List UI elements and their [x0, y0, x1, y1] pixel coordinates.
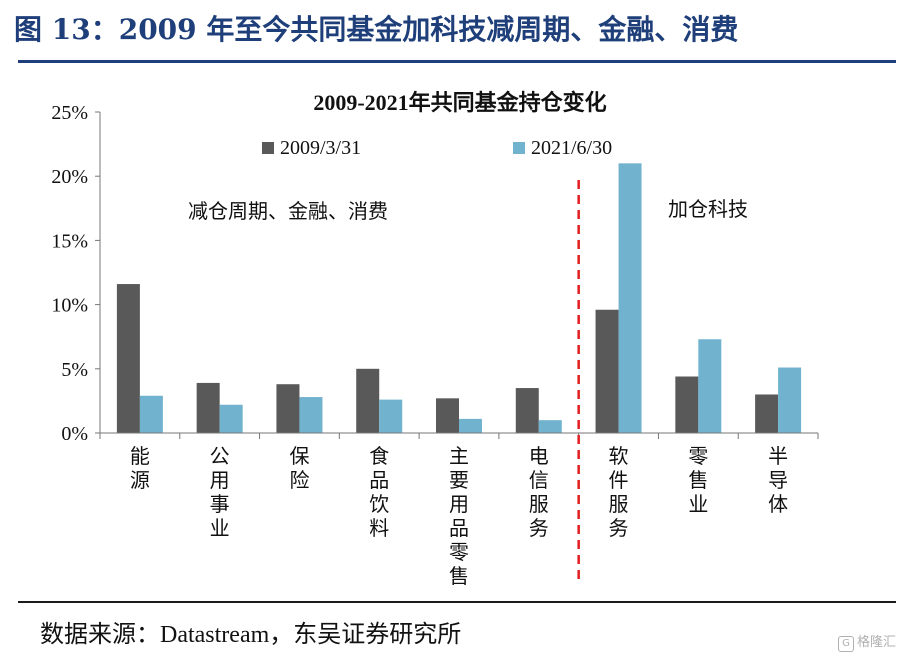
legend-swatch: [513, 142, 525, 154]
bar: [196, 382, 220, 433]
bar: [356, 368, 380, 433]
chart-title: 2009-2021年共同基金持仓变化: [313, 90, 606, 115]
annotations: 减仓周期、金融、消费 加仓科技: [188, 180, 748, 582]
legend-label: 2021/6/30: [531, 137, 612, 159]
x-tick-label: 软件服务: [609, 445, 629, 540]
x-tick-label: 能源: [130, 445, 150, 492]
y-tick-label: 15%: [51, 230, 88, 252]
source-note: 数据来源：Datastream，东吴证券研究所: [40, 622, 462, 648]
bar: [538, 420, 562, 433]
bar: [276, 384, 300, 433]
figure-title: 图 13：2009 年至今共同基金加科技减周期、金融、消费: [14, 13, 739, 46]
bar: [459, 418, 482, 433]
x-tick-label: 保险: [289, 445, 309, 492]
title-rule: [18, 60, 896, 63]
bar: [436, 398, 459, 433]
bar: [698, 339, 722, 433]
bar: [595, 309, 619, 433]
watermark-text: 格隆汇: [856, 635, 896, 650]
x-tick-label: 公用事业: [210, 446, 230, 540]
legend: 2009/3/31 2021/6/30: [262, 137, 612, 159]
bar: [379, 399, 403, 433]
annotation-left: 减仓周期、金融、消费: [188, 200, 388, 223]
bar: [675, 376, 699, 433]
x-tick-label: 主要用品零售: [449, 445, 469, 588]
bar: [299, 397, 323, 433]
watermark: G 格隆汇: [837, 631, 896, 652]
x-tick-label: 零售业: [688, 446, 708, 516]
y-tick-label: 20%: [51, 166, 88, 188]
x-tick-label: 电信服务: [529, 445, 549, 540]
x-tick-label: 食品饮料: [369, 445, 389, 540]
bar: [139, 395, 163, 433]
bar: [618, 163, 642, 434]
bar: [778, 367, 802, 433]
annotation-right: 加仓科技: [668, 198, 748, 221]
bar: [219, 404, 243, 433]
legend-label: 2009/3/31: [280, 137, 361, 159]
watermark-logo-icon: G: [837, 636, 854, 652]
y-tick-label: 25%: [51, 102, 88, 124]
x-tick-label: 半导体: [768, 445, 788, 516]
y-axis: 0% 5% 10% 15% 20% 25%: [51, 102, 101, 445]
bars: [116, 163, 802, 434]
y-tick-label: 10%: [51, 295, 88, 317]
bar: [755, 394, 779, 433]
x-axis: 能源 公用事业 保险 食品饮料 主要用品零售 电信服务 软件服务 零售业 半导体: [99, 432, 819, 588]
y-tick-label: 0%: [61, 423, 88, 445]
bar: [116, 284, 140, 433]
source-rule: [18, 601, 896, 603]
y-tick-label: 5%: [61, 359, 88, 381]
bar: [515, 388, 539, 433]
legend-swatch: [262, 142, 274, 154]
